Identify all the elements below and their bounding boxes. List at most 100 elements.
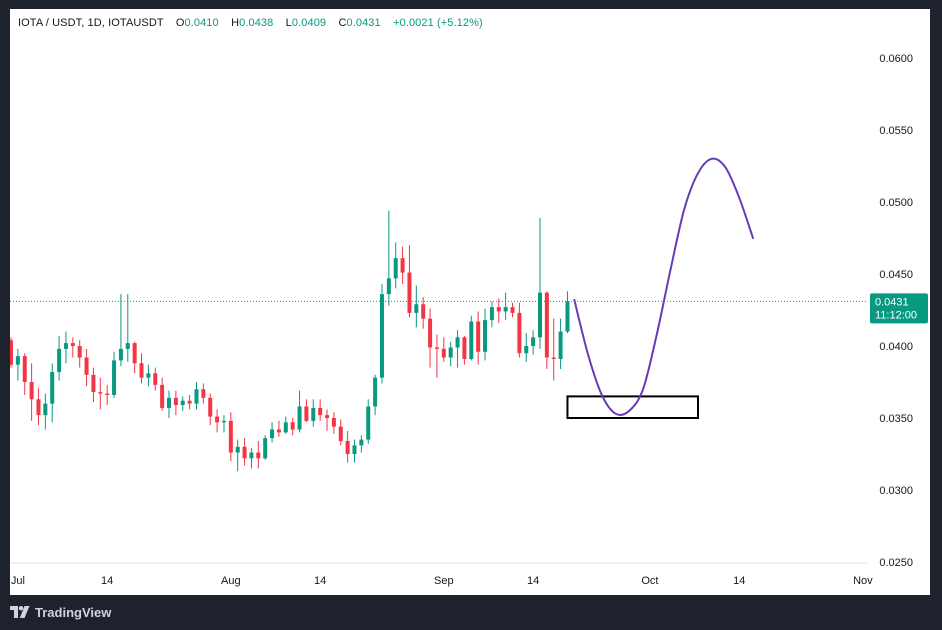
- candle[interactable]: [489, 301, 494, 328]
- candle[interactable]: [221, 415, 226, 433]
- candle[interactable]: [132, 341, 137, 374]
- candle[interactable]: [476, 311, 481, 365]
- chart-frame[interactable]: 0.0600 0.0550 0.0500 0.0450 0.0400 0.0350 0.03…: [10, 9, 930, 595]
- time-axis[interactable]: Jul 14 Aug 14 Sep 14 Oct 14 Nov: [10, 562, 873, 587]
- candle[interactable]: [173, 390, 178, 416]
- candle[interactable]: [228, 412, 233, 462]
- candle[interactable]: [242, 438, 247, 466]
- candle[interactable]: [393, 242, 398, 289]
- candle[interactable]: [469, 315, 474, 361]
- candle[interactable]: [544, 291, 549, 370]
- candle[interactable]: [160, 377, 165, 411]
- projection-curve[interactable]: [573, 157, 754, 417]
- candle[interactable]: [510, 302, 515, 318]
- candle[interactable]: [448, 341, 453, 367]
- candle[interactable]: [325, 409, 330, 431]
- candle[interactable]: [496, 298, 501, 323]
- candle[interactable]: [455, 330, 460, 368]
- candle[interactable]: [112, 351, 117, 398]
- candle[interactable]: [139, 353, 144, 384]
- candle[interactable]: [359, 435, 364, 453]
- candle-body: [297, 406, 302, 430]
- candle[interactable]: [201, 383, 206, 404]
- candle[interactable]: [524, 333, 529, 362]
- candle[interactable]: [331, 412, 336, 434]
- candle-body: [132, 343, 137, 364]
- candle[interactable]: [187, 394, 192, 410]
- candle[interactable]: [29, 363, 34, 421]
- drawings-layer[interactable]: [566, 157, 754, 419]
- candle[interactable]: [483, 308, 488, 361]
- candle[interactable]: [531, 330, 536, 355]
- candle[interactable]: [125, 294, 130, 362]
- candle-body: [270, 429, 275, 439]
- candles-layer[interactable]: [10, 210, 570, 472]
- candle[interactable]: [256, 441, 261, 469]
- candle[interactable]: [517, 302, 522, 358]
- candle[interactable]: [43, 393, 48, 430]
- symbol-legend[interactable]: IOTA / USDT, 1D, IOTAUSDT O0.0410 H0.043…: [18, 17, 483, 29]
- candle[interactable]: [63, 331, 68, 364]
- candle[interactable]: [105, 384, 110, 406]
- open-label: O: [175, 17, 185, 29]
- candle[interactable]: [352, 439, 357, 463]
- candle[interactable]: [537, 217, 542, 349]
- candle[interactable]: [311, 399, 316, 427]
- candle[interactable]: [386, 210, 391, 306]
- candle[interactable]: [290, 418, 295, 436]
- candle[interactable]: [36, 387, 41, 426]
- candle[interactable]: [263, 435, 268, 460]
- target-zone-box[interactable]: [566, 395, 699, 419]
- candle[interactable]: [84, 348, 89, 387]
- candle[interactable]: [57, 335, 62, 381]
- candle[interactable]: [414, 285, 419, 328]
- candle[interactable]: [345, 430, 350, 463]
- candle[interactable]: [373, 374, 378, 416]
- candle[interactable]: [551, 318, 556, 381]
- candle[interactable]: [146, 364, 151, 387]
- candle-body: [544, 292, 549, 358]
- candle[interactable]: [215, 409, 220, 433]
- candle[interactable]: [77, 340, 82, 368]
- candle[interactable]: [118, 294, 123, 367]
- price-chart[interactable]: 0.0600 0.0550 0.0500 0.0450 0.0400 0.0350 0.03…: [10, 9, 930, 595]
- candle[interactable]: [318, 399, 323, 421]
- candle[interactable]: [297, 390, 302, 433]
- candle[interactable]: [180, 396, 185, 411]
- symbol-title[interactable]: IOTA / USDT, 1D, IOTAUSDT: [18, 17, 164, 29]
- candle[interactable]: [270, 422, 275, 443]
- candle[interactable]: [407, 245, 412, 318]
- candle[interactable]: [167, 390, 172, 418]
- candle[interactable]: [428, 308, 433, 368]
- candle[interactable]: [98, 377, 103, 410]
- candle[interactable]: [338, 419, 343, 446]
- candle[interactable]: [10, 337, 13, 368]
- candle[interactable]: [462, 335, 467, 365]
- candle[interactable]: [50, 363, 55, 423]
- last-price-tag[interactable]: [870, 293, 928, 324]
- price-axis[interactable]: 0.0600 0.0550 0.0500 0.0450 0.0400 0.0350 0.03…: [870, 53, 928, 569]
- candle[interactable]: [91, 367, 96, 403]
- candle[interactable]: [304, 399, 309, 423]
- candle[interactable]: [565, 291, 570, 334]
- candle[interactable]: [235, 439, 240, 472]
- candle[interactable]: [366, 399, 371, 444]
- candle[interactable]: [400, 246, 405, 285]
- candle[interactable]: [249, 448, 254, 469]
- candle[interactable]: [434, 334, 439, 378]
- candle[interactable]: [503, 292, 508, 321]
- candle[interactable]: [15, 348, 20, 381]
- candle[interactable]: [379, 284, 384, 384]
- candle[interactable]: [194, 382, 199, 410]
- tradingview-logo[interactable]: TradingView: [10, 603, 111, 621]
- candle[interactable]: [276, 420, 281, 437]
- candle[interactable]: [558, 318, 563, 370]
- candle[interactable]: [283, 416, 288, 434]
- candle[interactable]: [22, 353, 27, 395]
- candle[interactable]: [421, 297, 426, 329]
- candle[interactable]: [208, 393, 213, 426]
- candle[interactable]: [441, 337, 446, 362]
- candle[interactable]: [70, 337, 75, 358]
- tradingview-logo-icon: [10, 606, 30, 618]
- candle[interactable]: [153, 367, 158, 391]
